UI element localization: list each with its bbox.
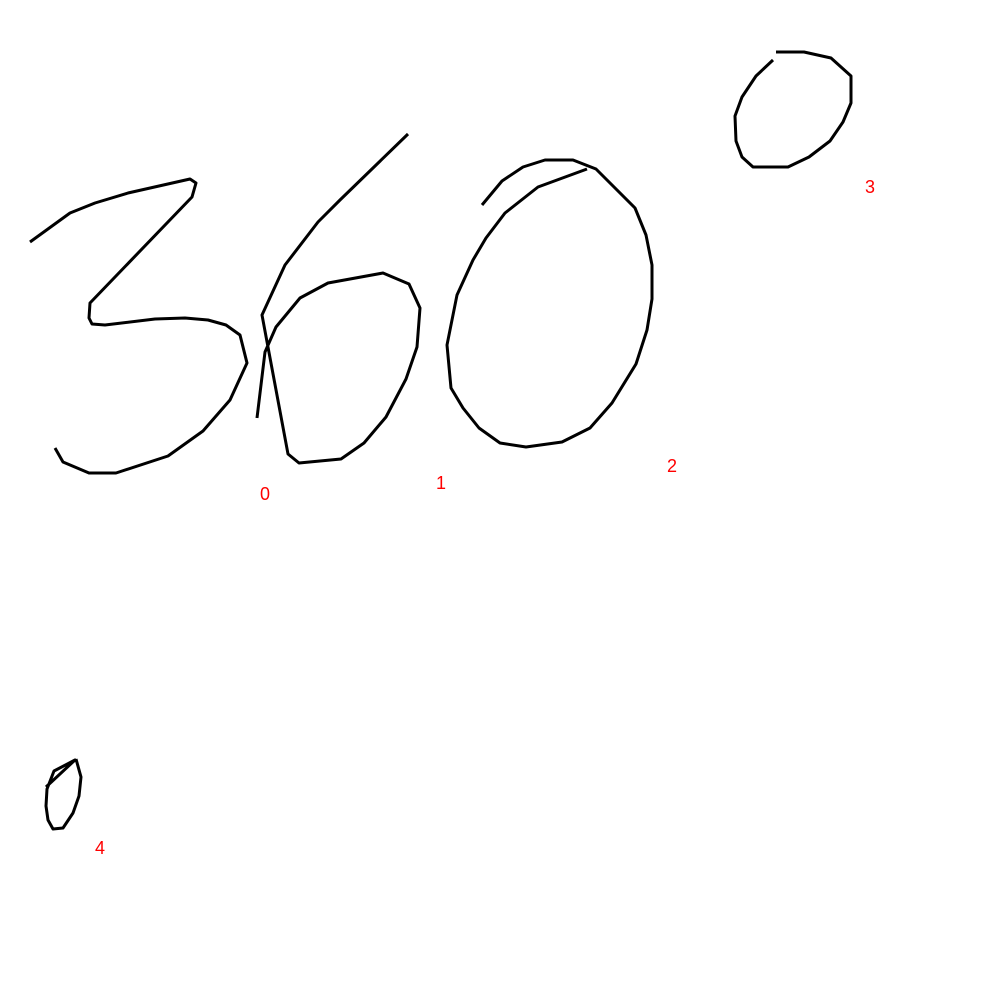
stroke-group-2: 2 [445, 158, 677, 476]
handwritten-stroke-1 [255, 132, 422, 465]
handwritten-stroke-2 [445, 158, 654, 449]
stroke-label-3: 3 [865, 177, 875, 197]
stroke-label-4: 4 [95, 838, 105, 858]
handwritten-stroke-0 [29, 177, 249, 475]
handwritten-stroke-4 [44, 758, 83, 831]
handwritten-stroke-3 [733, 50, 853, 169]
stroke-group-3: 3 [733, 50, 875, 197]
stroke-group-0: 0 [29, 177, 270, 504]
stroke-label-1: 1 [436, 473, 446, 493]
stroke-group-4: 4 [44, 758, 105, 858]
stroke-label-0: 0 [260, 484, 270, 504]
stroke-label-2: 2 [667, 456, 677, 476]
stroke-group-1: 1 [255, 132, 446, 493]
